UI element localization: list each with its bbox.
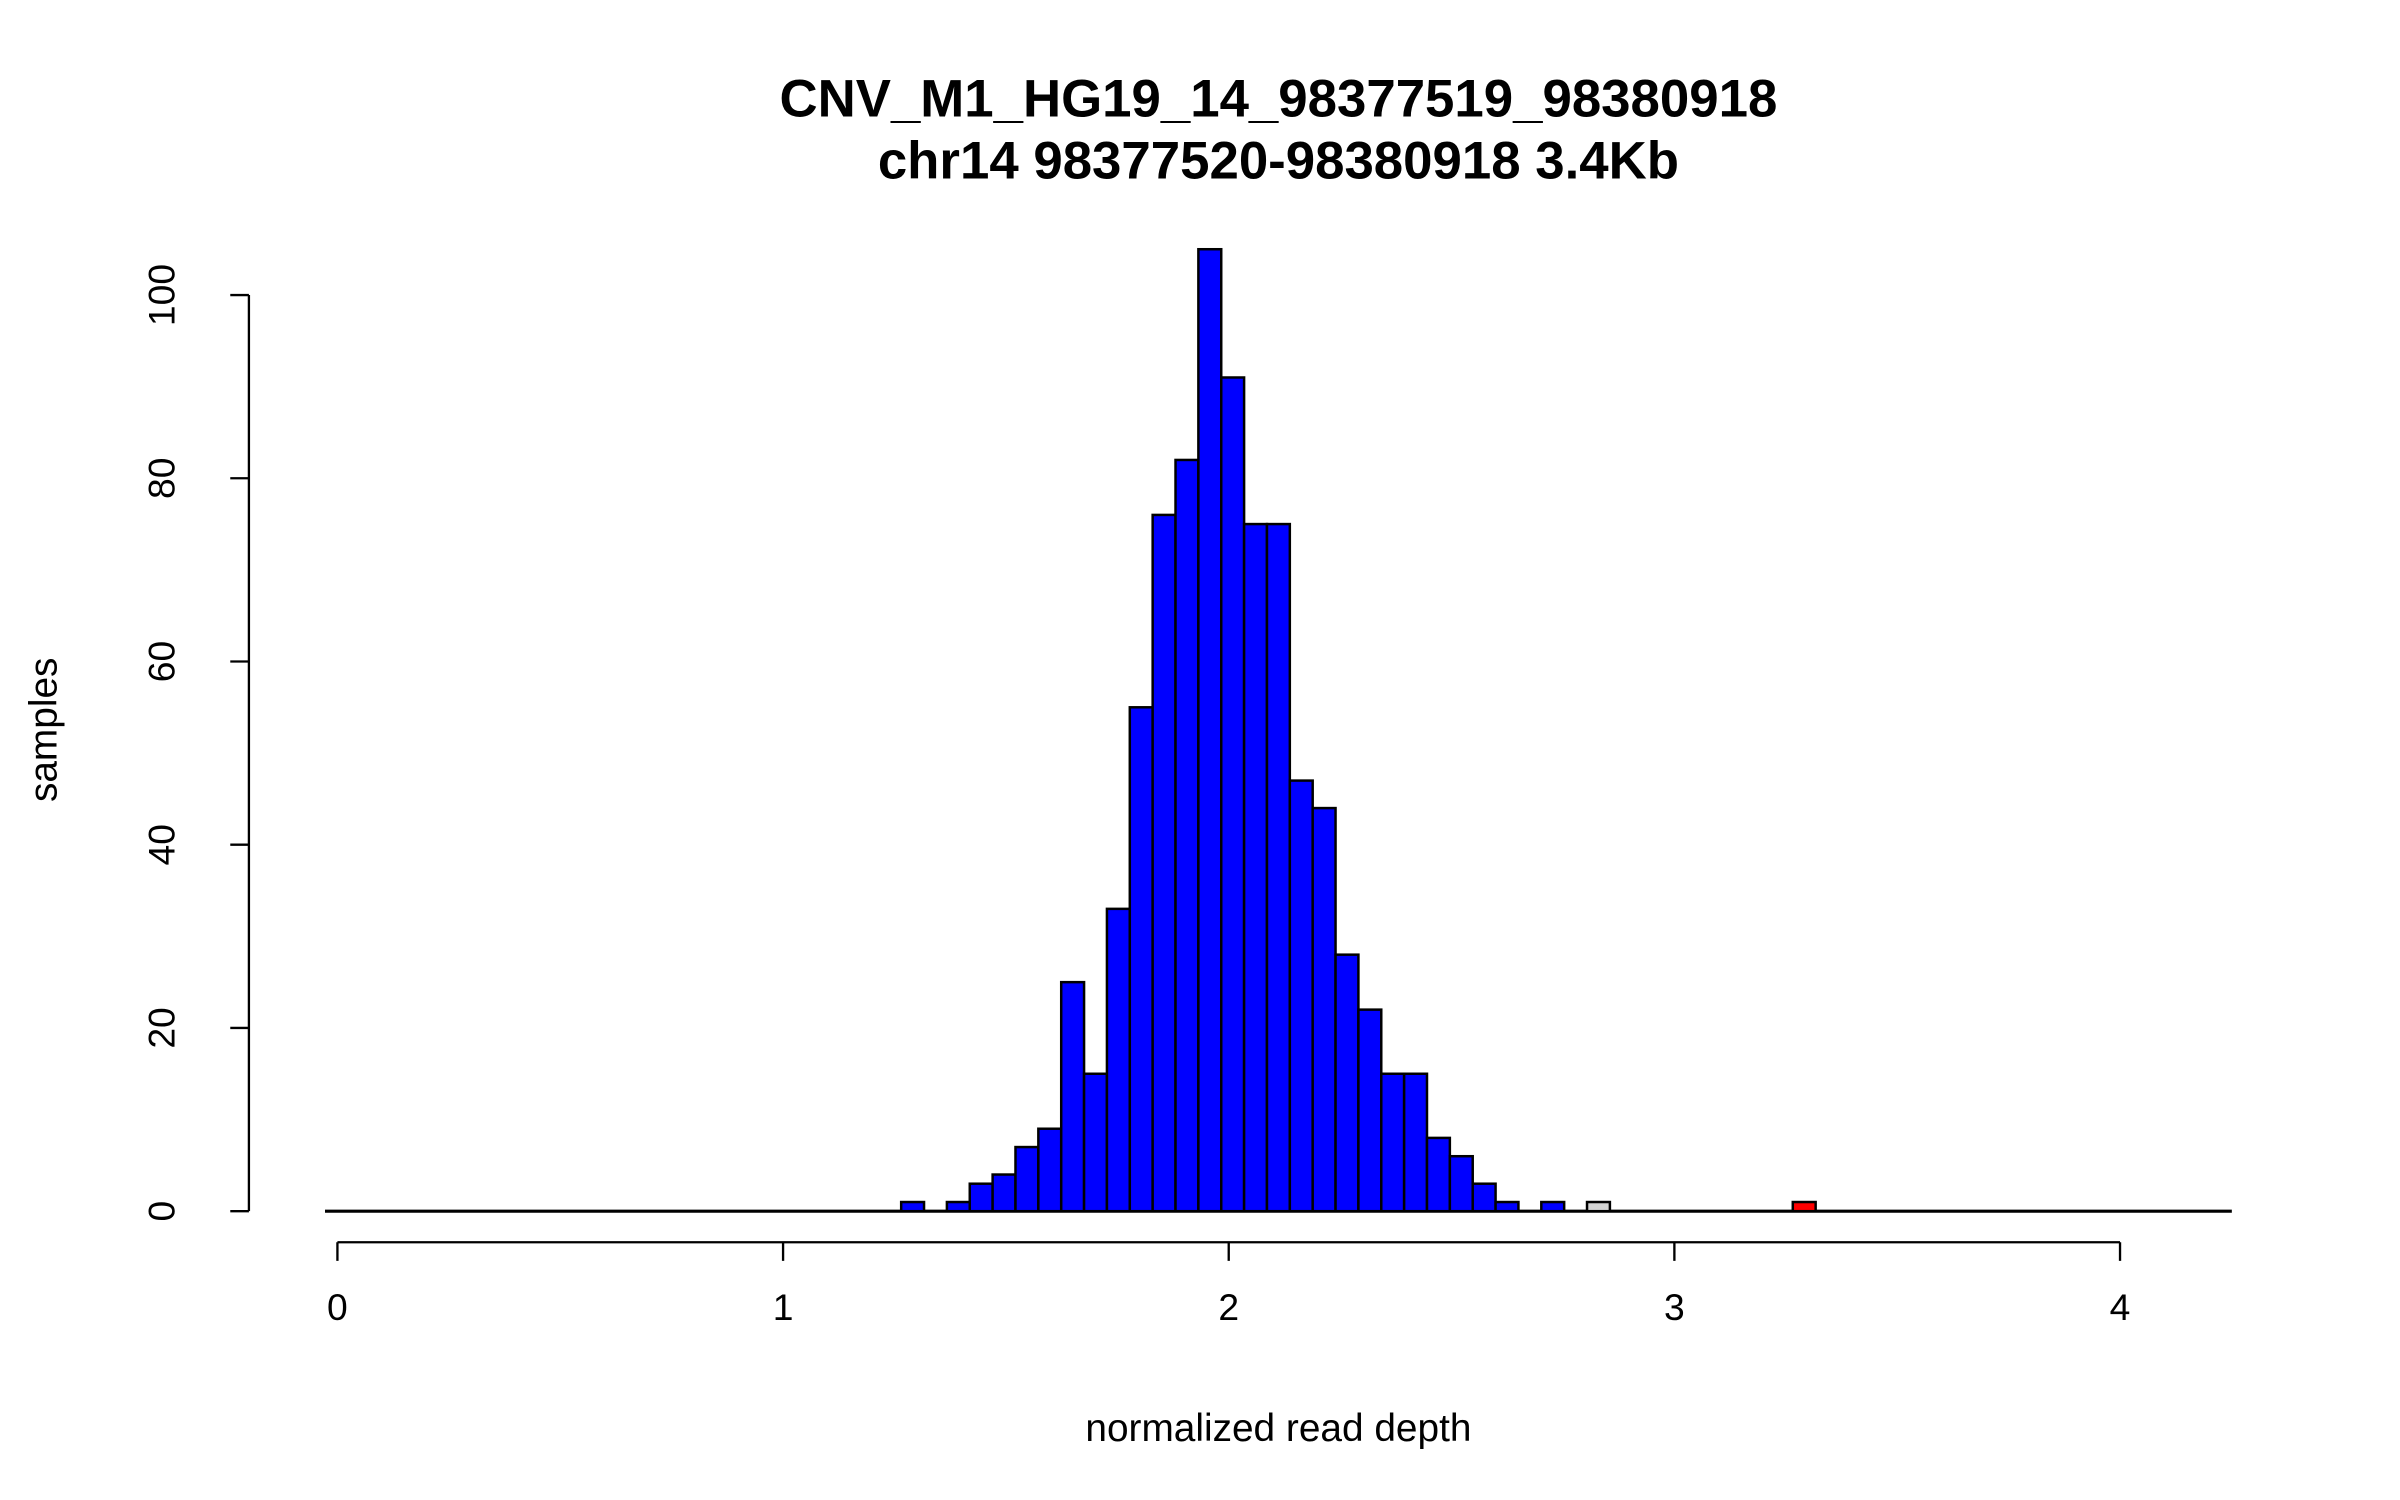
- histogram-bar: [1197, 247, 1223, 1213]
- histogram-bar: [1082, 1072, 1109, 1213]
- y-tick-label: 20: [140, 1007, 182, 1048]
- histogram-bar: [1311, 806, 1337, 1213]
- histogram-bar: [1380, 1072, 1406, 1213]
- y-tick-label: 100: [140, 264, 182, 326]
- histogram-bar: [1402, 1072, 1429, 1213]
- y-tick-label: 80: [140, 458, 182, 499]
- y-tick-label: 60: [140, 641, 182, 682]
- histogram-bar: [1791, 1200, 1817, 1213]
- histogram-bar: [945, 1200, 972, 1213]
- histogram-bar: [1151, 513, 1177, 1213]
- histogram-bar: [968, 1182, 994, 1213]
- histogram-bar: [1540, 1200, 1566, 1213]
- histogram-bar: [1334, 953, 1360, 1213]
- histogram-bar: [1105, 907, 1132, 1213]
- x-tick-label: 3: [1664, 1286, 1685, 1328]
- histogram-bar: [1242, 522, 1269, 1213]
- histogram-bar: [1448, 1154, 1474, 1213]
- histogram-bar: [1265, 522, 1292, 1213]
- histogram-bar: [1059, 980, 1086, 1213]
- chart-subtitle: chr14 98377520-98380918 3.4Kb: [878, 132, 1679, 191]
- histogram-bar: [1425, 1136, 1452, 1213]
- histogram-bar: [1471, 1182, 1497, 1213]
- histogram-bar: [1494, 1200, 1520, 1213]
- chart-title: CNV_M1_HG19_14_98377519_98380918: [780, 69, 1778, 128]
- x-tick-label: 4: [2110, 1286, 2131, 1328]
- x-tick-label: 1: [773, 1286, 794, 1328]
- histogram-bar: [1014, 1145, 1040, 1213]
- histogram-bar: [1174, 458, 1200, 1213]
- histogram-bar: [1288, 779, 1314, 1213]
- histogram-bar: [991, 1173, 1017, 1213]
- histogram-bar: [1037, 1127, 1063, 1213]
- x-tick-label: 2: [1218, 1286, 1239, 1328]
- x-tick-label: 0: [327, 1286, 348, 1328]
- y-tick-label: 0: [140, 1201, 182, 1222]
- histogram-bar: [1128, 706, 1154, 1213]
- y-axis-label: samples: [22, 658, 65, 802]
- histogram-bar: [1585, 1200, 1612, 1213]
- histogram-bar: [1357, 1008, 1383, 1213]
- histogram-bar: [899, 1200, 926, 1213]
- histogram-bar: [1219, 376, 1246, 1213]
- y-tick-label: 40: [140, 824, 182, 865]
- x-axis-label: normalized read depth: [1085, 1407, 1471, 1450]
